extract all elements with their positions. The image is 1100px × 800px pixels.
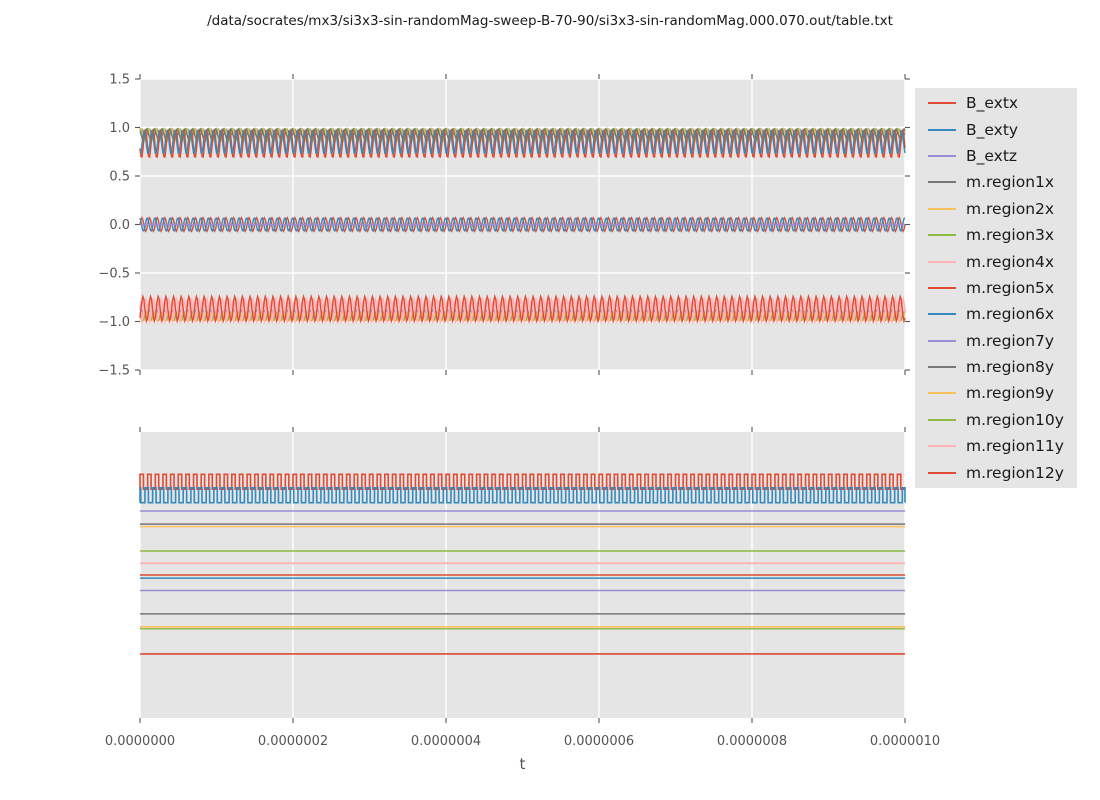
series-line-bottom-B_exty (139, 486, 906, 504)
x-tick-label-5: 0.0000010 (870, 734, 940, 749)
x-tick-label-3: 0.0000006 (564, 734, 634, 749)
legend-entry-m.region4x: m.region4x (915, 250, 1077, 274)
y-tick-label-5: −1.0 (98, 315, 130, 330)
legend-label-m.region3x: m.region3x (966, 226, 1055, 245)
legend-swatch-m.region5x (928, 286, 956, 289)
legend-entry-m.region7y: m.region7y (915, 329, 1077, 353)
y-tick-label-3: 0.0 (109, 218, 130, 233)
legend-entry-m.region12y: m.region12y (915, 461, 1077, 485)
legend-entry-m.region10y: m.region10y (915, 408, 1077, 432)
legend-entry-m.region6x: m.region6x (915, 302, 1077, 326)
legend-label-B_extz: B_extz (966, 146, 1018, 165)
legend-label-m.region6x: m.region6x (966, 305, 1055, 324)
legend-swatch-m.region1x (928, 181, 956, 184)
legend-label-m.region9y: m.region9y (966, 384, 1055, 403)
legend-label-m.region1x: m.region1x (966, 173, 1055, 192)
x-tick-label-1: 0.0000002 (258, 734, 328, 749)
x-axis-label: t (519, 755, 526, 773)
legend-label-m.region12y: m.region12y (966, 463, 1064, 482)
legend-swatch-m.region9y (928, 392, 956, 395)
y-tick-label-0: 1.5 (109, 73, 130, 88)
y-tick-label-6: −1.5 (98, 364, 130, 379)
legend-entry-m.region1x: m.region1x (915, 170, 1077, 194)
legend-swatch-m.region12y (928, 471, 956, 474)
legend-swatch-B_extx (928, 102, 956, 105)
legend-label-m.region5x: m.region5x (966, 278, 1055, 297)
series-line-top-m.region12y (139, 293, 906, 324)
y-tick-label-1: 1.0 (109, 121, 130, 136)
series-line-bottom-B_extx (139, 473, 905, 490)
legend-label-m.region7y: m.region7y (966, 331, 1055, 350)
legend-label-m.region8y: m.region8y (966, 358, 1055, 377)
series-line-top-B_exty (139, 217, 906, 232)
y-tick-label-2: 0.5 (109, 170, 130, 185)
legend-swatch-m.region2x (928, 207, 956, 210)
legend-label-m.region4x: m.region4x (966, 252, 1055, 271)
legend-entry-B_exty: B_exty (915, 118, 1077, 142)
legend-swatch-B_extz (928, 154, 956, 157)
legend-swatch-m.region8y (928, 366, 956, 369)
figure-title: /data/socrates/mx3/si3x3-sin-randomMag-s… (207, 13, 893, 29)
legend-entry-m.region11y: m.region11y (915, 434, 1077, 458)
legend-entry-m.region2x: m.region2x (915, 197, 1077, 221)
x-tick-label-2: 0.0000004 (411, 734, 481, 749)
legend-entry-m.region5x: m.region5x (915, 276, 1077, 300)
y-tick-label-4: −0.5 (98, 267, 130, 282)
legend-entry-B_extx: B_extx (915, 91, 1077, 115)
legend-entry-m.region9y: m.region9y (915, 381, 1077, 405)
legend-label-m.region11y: m.region11y (966, 437, 1064, 456)
legend-swatch-m.region6x (928, 313, 956, 316)
legend-swatch-m.region7y (928, 339, 956, 342)
legend-entry-m.region3x: m.region3x (915, 223, 1077, 247)
legend-label-m.region2x: m.region2x (966, 199, 1055, 218)
legend-swatch-m.region4x (928, 260, 956, 263)
x-tick-label-4: 0.0000008 (717, 734, 787, 749)
series-line-top-m.region6x (139, 130, 906, 154)
legend-entry-B_extz: B_extz (915, 144, 1077, 168)
legend-label-B_extx: B_extx (966, 94, 1019, 113)
legend-label-m.region10y: m.region10y (966, 410, 1064, 429)
legend-swatch-m.region10y (928, 418, 956, 421)
legend-swatch-B_exty (928, 128, 956, 131)
series-line-top-m.region8y (139, 128, 906, 139)
legend-swatch-m.region3x (928, 234, 956, 237)
legend-entry-m.region8y: m.region8y (915, 355, 1077, 379)
legend-swatch-m.region11y (928, 445, 956, 448)
legend-box: B_extx B_exty B_extz m.region1x m.region2x m.… (915, 88, 1077, 488)
x-tick-label-0: 0.0000000 (105, 734, 175, 749)
legend-label-B_exty: B_exty (966, 120, 1019, 139)
